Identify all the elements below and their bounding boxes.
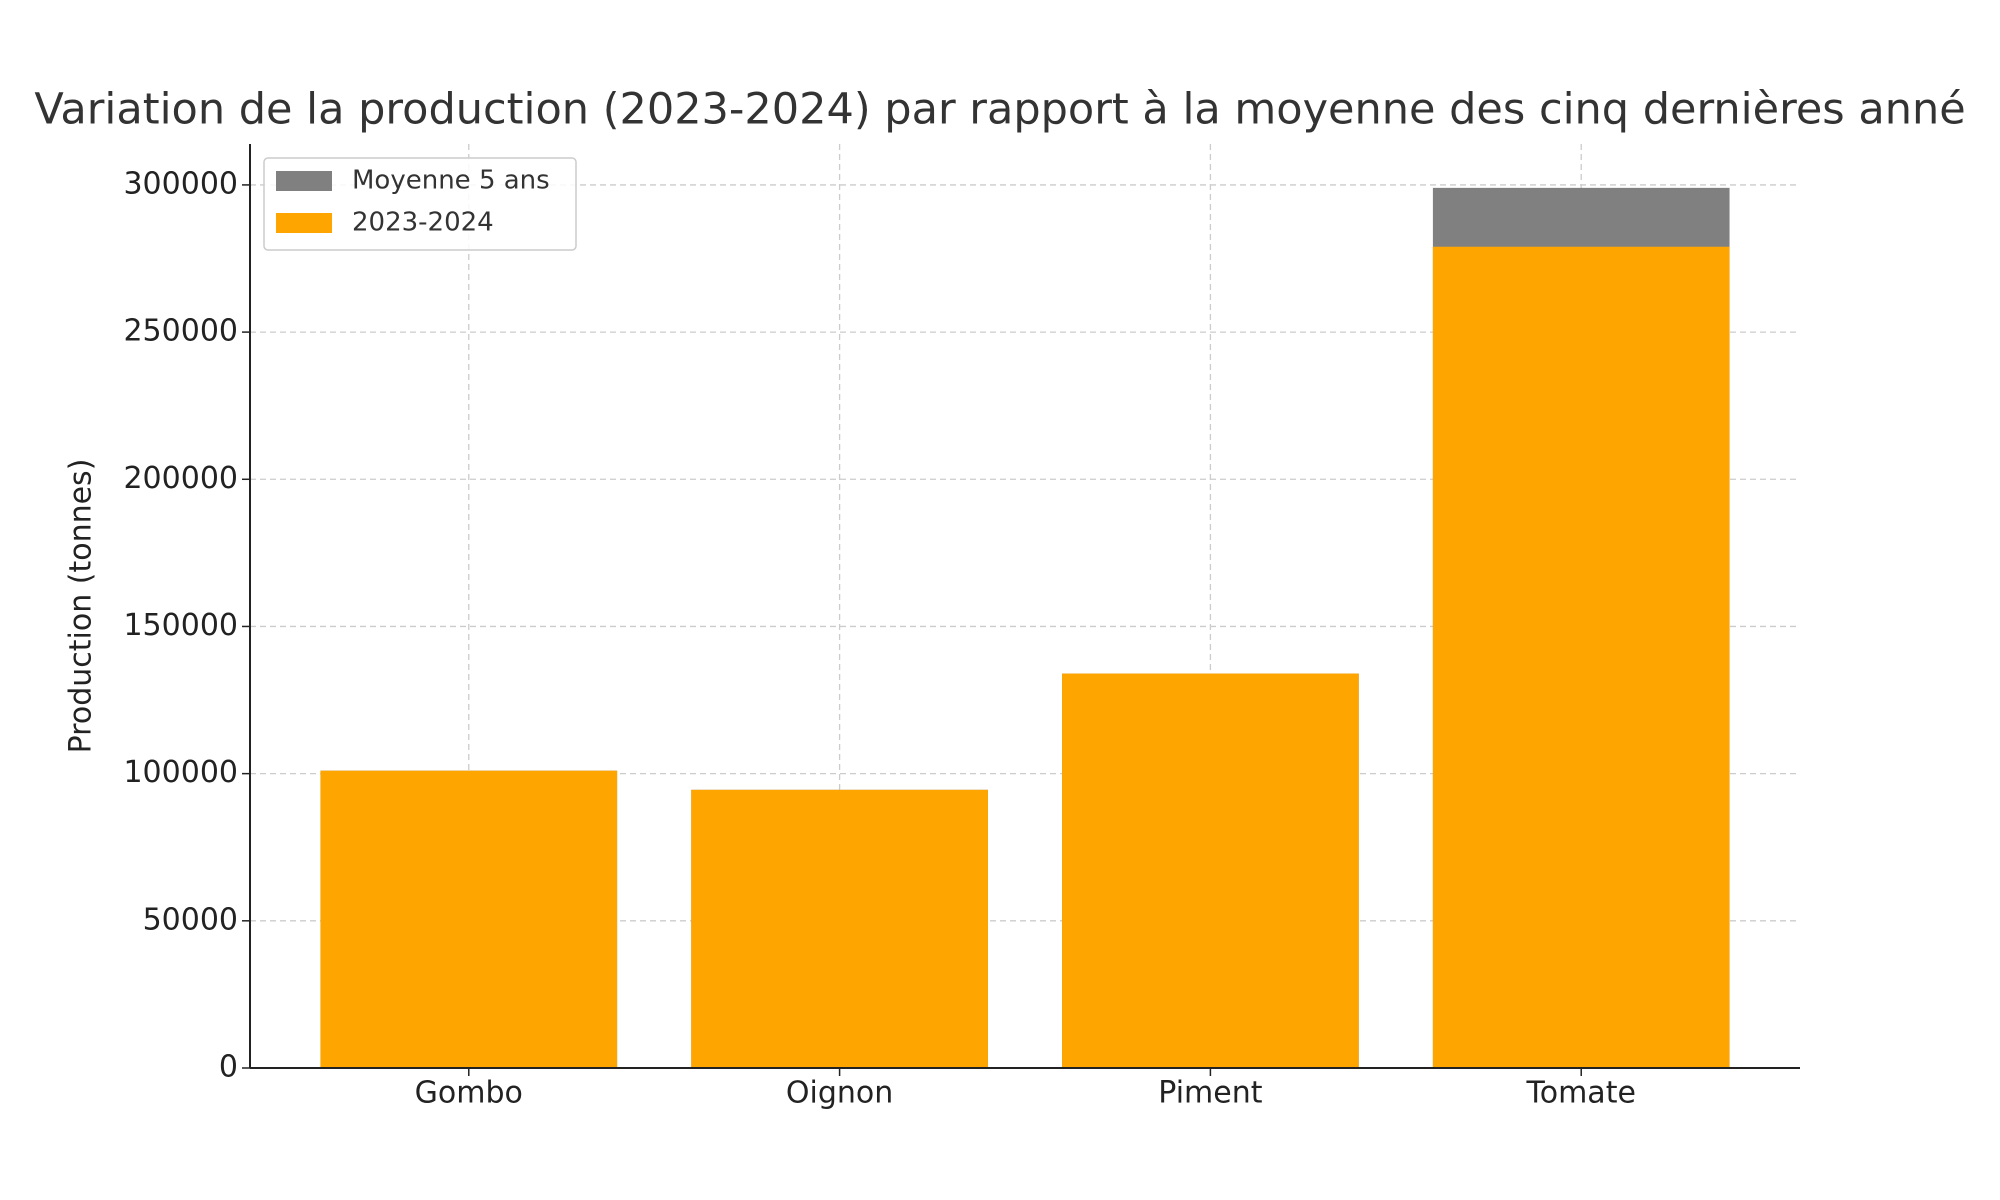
- bars: [320, 187, 1730, 1069]
- y-axis-label: Production (tonnes): [64, 459, 99, 754]
- bar: [320, 770, 618, 1068]
- legend-swatch: [276, 213, 332, 233]
- y-tick-label: 0: [219, 1050, 238, 1085]
- chart-title: Variation de la production (2023-2024) p…: [34, 85, 1965, 135]
- y-tick-label: 200000: [123, 461, 238, 496]
- x-tick-label: Gombo: [415, 1076, 523, 1111]
- x-tick-label: Tomate: [1526, 1076, 1636, 1111]
- bar: [691, 789, 988, 1068]
- legend-label: Moyenne 5 ans: [352, 166, 550, 196]
- legend-label: 2023-2024: [352, 208, 494, 238]
- y-tick-label: 50000: [143, 902, 238, 937]
- y-tick-label: 300000: [123, 166, 238, 201]
- x-tick-label: Piment: [1158, 1076, 1262, 1111]
- bar: [1432, 246, 1730, 1069]
- legend-box: [263, 157, 577, 251]
- y-tick-label: 100000: [123, 755, 238, 790]
- legend-swatch: [276, 171, 332, 191]
- bar: [1062, 673, 1359, 1068]
- y-tick-label: 250000: [123, 314, 238, 349]
- y-tick-label: 150000: [123, 608, 238, 643]
- legend: Moyenne 5 ans 2023-2024: [263, 157, 577, 251]
- x-tick-label: Oignon: [786, 1076, 893, 1111]
